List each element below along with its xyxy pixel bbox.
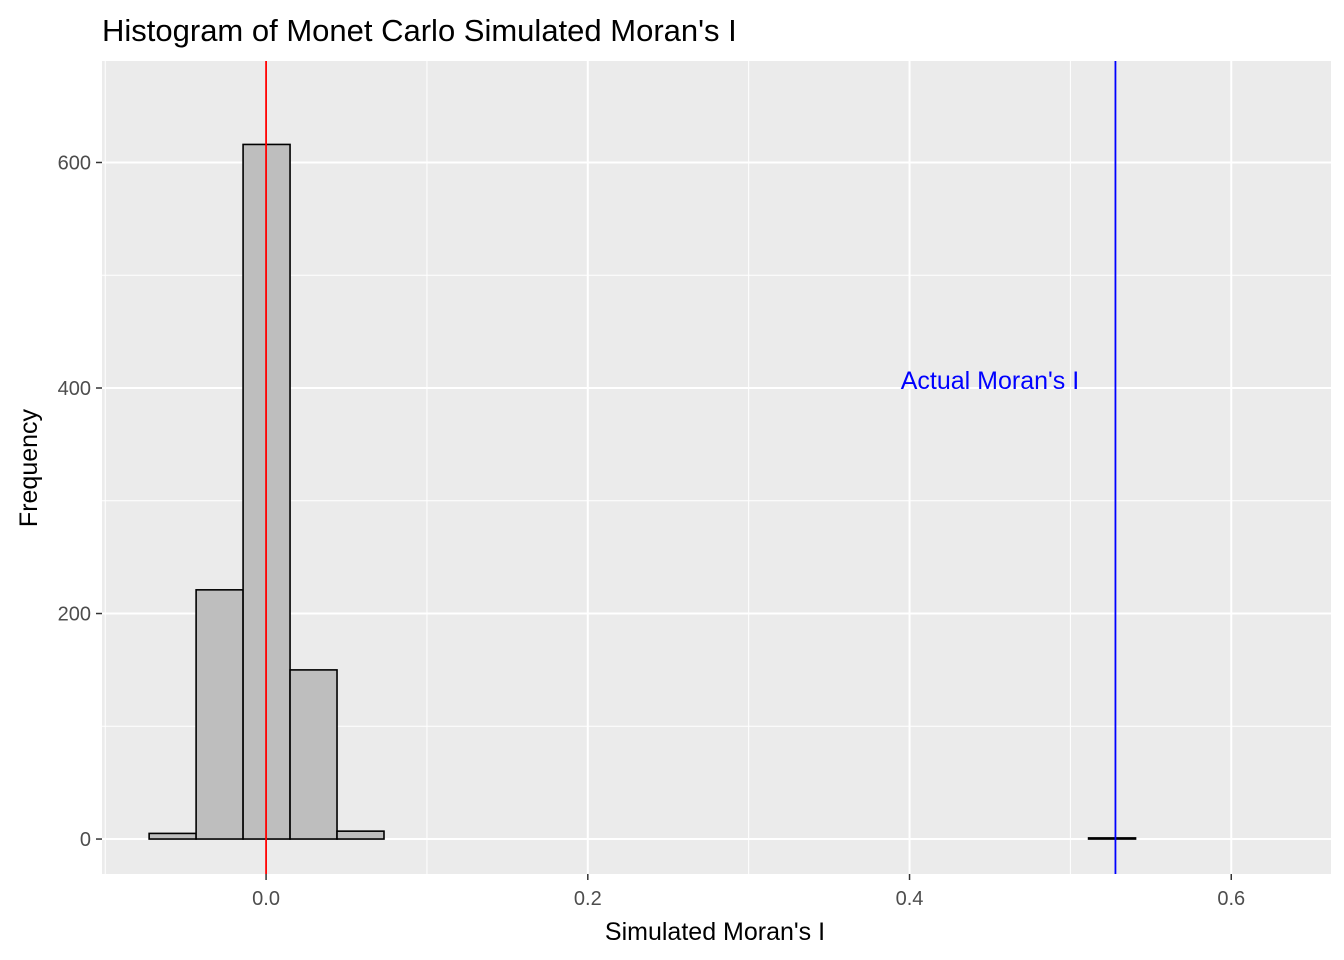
actual-morans-i-annotation: Actual Moran's I xyxy=(901,367,1079,395)
y-tick-label: 600 xyxy=(58,152,91,174)
y-axis-title: Frequency xyxy=(15,408,43,527)
histogram-bar xyxy=(336,830,385,840)
y-tick-label: 400 xyxy=(58,378,91,400)
histogram-bar xyxy=(148,832,197,840)
y-tick-label: 200 xyxy=(58,604,91,626)
y-axis: 0 200 400 600 xyxy=(58,152,102,851)
y-tick-label: 0 xyxy=(80,829,91,851)
chart-title: Histogram of Monet Carlo Simulated Moran… xyxy=(102,13,737,48)
histogram-bars xyxy=(148,143,1137,840)
histogram-bar xyxy=(289,669,338,840)
x-axis-title: Simulated Moran's I xyxy=(605,918,825,946)
histogram-bar xyxy=(1087,837,1137,840)
minor-grid xyxy=(102,61,1331,874)
x-tick-label: 0.0 xyxy=(252,888,280,910)
x-tick-label: 0.6 xyxy=(1217,888,1245,910)
x-tick-label: 0.2 xyxy=(574,888,602,910)
x-axis: 0.0 0.2 0.4 0.6 xyxy=(252,874,1245,910)
x-tick-label: 0.4 xyxy=(896,888,924,910)
reference-lines xyxy=(265,61,1117,874)
histogram-bar xyxy=(195,589,244,840)
